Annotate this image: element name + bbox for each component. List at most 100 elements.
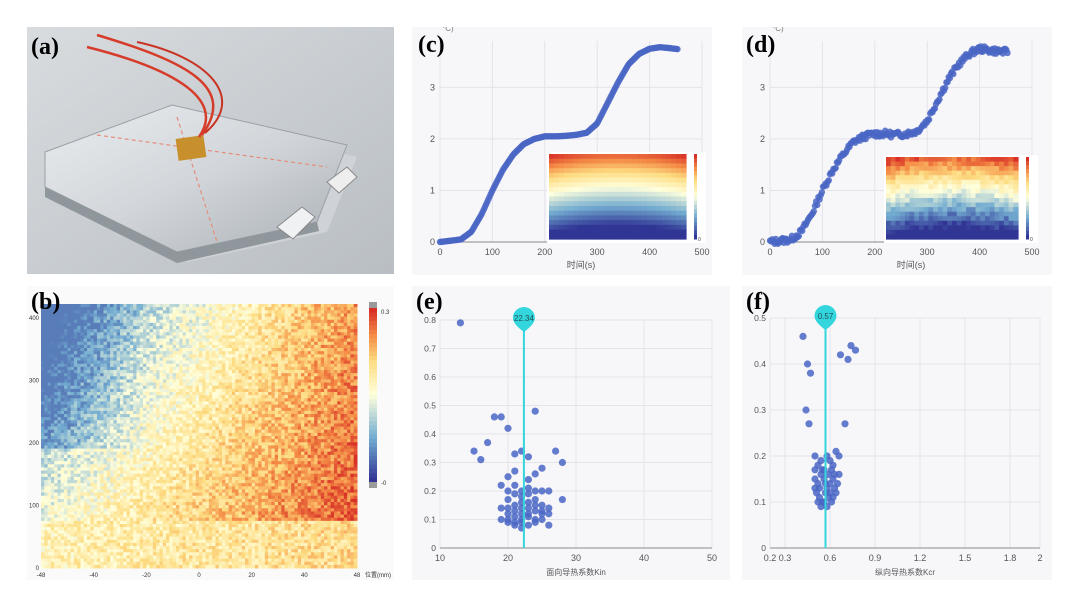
heat-cell: [139, 429, 144, 434]
heat-cell: [113, 439, 118, 443]
heat-cell: [136, 310, 141, 314]
inset-cell: [1008, 188, 1014, 195]
heat-cell: [146, 341, 151, 346]
heat-cell: [64, 423, 68, 428]
heat-cell: [169, 366, 174, 371]
inset-cell: [900, 211, 906, 217]
heat-cell: [70, 442, 75, 446]
heat-cell: [175, 385, 180, 390]
heat-cell: [129, 495, 134, 500]
heat-cell: [103, 417, 108, 421]
heat-cell: [83, 310, 88, 314]
heat-cell: [54, 445, 58, 450]
heat-cell: [44, 329, 49, 333]
heat-cell: [149, 410, 154, 415]
heat-cell: [87, 498, 91, 503]
heat-cell: [106, 480, 111, 484]
heat-cell: [41, 385, 45, 390]
heat-cell: [106, 542, 111, 547]
heat-cell: [87, 395, 91, 399]
heat-cell: [133, 426, 137, 431]
heat-cell: [156, 530, 160, 534]
inset-cell: [612, 234, 619, 240]
inset-cell: [928, 179, 934, 185]
heat-cell: [120, 555, 124, 560]
heat-cell: [90, 332, 95, 336]
heat-cell: [136, 558, 141, 563]
heat-cell: [146, 439, 151, 443]
heat-cell: [149, 304, 154, 308]
heat-cell: [93, 398, 98, 402]
heat-cell: [129, 429, 134, 434]
heat-cell: [136, 319, 141, 324]
heat-cell: [110, 373, 114, 377]
heat-cell: [113, 329, 118, 333]
heat-cell: [83, 401, 88, 406]
heat-cell: [44, 467, 49, 472]
heat-cell: [80, 445, 85, 450]
heat-cell: [54, 436, 58, 440]
inset-cell: [952, 184, 958, 190]
inset-cell: [622, 187, 628, 193]
heat-cell: [156, 351, 160, 355]
heat-cell: [77, 335, 81, 340]
heat-cell: [73, 546, 78, 550]
heat-cell: [113, 338, 118, 343]
heat-cell: [77, 483, 81, 487]
heat-cell: [172, 473, 177, 478]
heat-cell: [126, 335, 131, 340]
heat-cell: [77, 542, 81, 547]
heat-cell: [146, 467, 151, 472]
heat-cell: [123, 489, 128, 494]
heat-cell: [73, 329, 78, 333]
heat-cell: [149, 338, 154, 343]
inset-cell: [578, 168, 584, 174]
inset-cell: [681, 196, 687, 202]
heat-cell: [87, 370, 91, 374]
heat-cell: [152, 536, 157, 541]
inset-cell: [886, 157, 892, 163]
heat-cell: [70, 423, 75, 428]
heat-cell: [169, 486, 174, 490]
inset-cell: [966, 179, 972, 185]
heat-cell: [162, 549, 167, 553]
inset-cell: [890, 193, 897, 199]
heat-cell: [57, 467, 62, 472]
heat-cell: [133, 351, 137, 355]
inset-cell: [952, 211, 958, 217]
inset-cell: [900, 179, 906, 185]
heat-cell: [136, 549, 141, 553]
inset-cell: [568, 205, 575, 212]
heat-cell: [50, 423, 55, 428]
heat-cell: [93, 307, 98, 311]
inset-cell: [622, 224, 628, 231]
inset-cell: [656, 182, 663, 188]
heat-cell: [64, 388, 68, 393]
inset-colorbar: [694, 192, 697, 197]
heat-cell: [96, 382, 101, 387]
heat-cell: [44, 439, 49, 443]
heat-cell: [172, 555, 177, 560]
heat-cell: [64, 561, 68, 566]
heat-cell: [136, 461, 141, 465]
inset-cell: [966, 220, 972, 226]
heat-cell: [159, 319, 164, 324]
heat-cell: [80, 492, 85, 497]
heat-cell: [159, 495, 164, 500]
heat-cell: [60, 357, 65, 362]
inset-cell: [909, 198, 915, 204]
inset-cell: [597, 168, 604, 174]
heat-cell: [80, 370, 85, 374]
inset-cell: [947, 198, 953, 204]
heat-cell: [166, 442, 170, 446]
heat-cell: [139, 348, 144, 352]
heat-cell: [54, 426, 58, 431]
heat-cell: [77, 432, 81, 437]
heat-cell: [106, 304, 111, 308]
heat-cell: [100, 439, 105, 443]
heat-cell: [162, 304, 167, 308]
inset-cell: [890, 188, 897, 195]
inset-colorbar: [694, 196, 697, 202]
inset-cell: [568, 201, 575, 207]
inset-cell: [637, 172, 643, 179]
